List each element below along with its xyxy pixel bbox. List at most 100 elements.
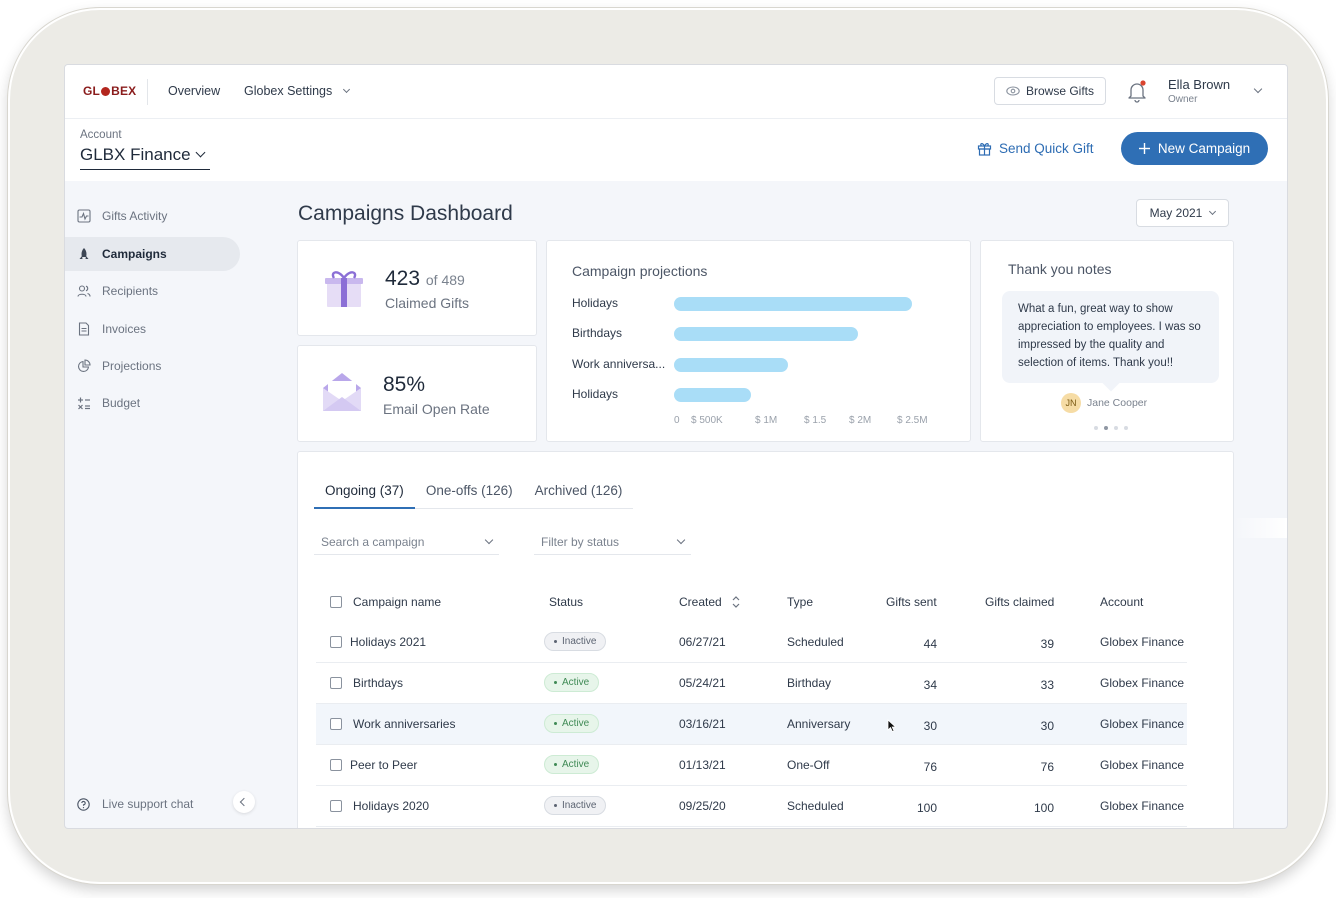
table-row[interactable]: Holidays 2020 Inactive 09/25/20 Scheduled 10… <box>316 786 1187 827</box>
tab-one-offs[interactable]: One-offs (126) <box>414 480 524 509</box>
carousel-dot[interactable] <box>1114 426 1118 430</box>
document-icon <box>78 322 90 336</box>
select-all-checkbox[interactable] <box>330 596 342 608</box>
send-quick-gift-button[interactable]: Send Quick Gift <box>977 141 1094 156</box>
sidebar-item-label: Budget <box>102 396 141 410</box>
page-title: Campaigns Dashboard <box>298 202 513 225</box>
header-account[interactable]: Account <box>1100 595 1144 609</box>
header-type[interactable]: Type <box>787 595 814 609</box>
campaign-name[interactable]: Holidays 2020 <box>353 799 430 813</box>
projection-bar[interactable] <box>674 327 858 341</box>
envelope-icon <box>323 373 361 411</box>
axis-tick-label: $ 2M <box>849 415 872 426</box>
gifts-claimed: 39 <box>1040 637 1054 651</box>
eye-icon <box>1006 86 1020 96</box>
row-checkbox[interactable] <box>330 677 342 689</box>
projection-bar[interactable] <box>674 388 751 402</box>
browse-gifts-button[interactable]: Browse Gifts <box>994 77 1106 105</box>
gifts-sent: 34 <box>923 678 937 692</box>
table-row[interactable]: Birthdays Active 05/24/21 Birthday 34 33 Globe… <box>316 663 1187 704</box>
open-rate-label: Email Open Rate <box>383 401 490 417</box>
campaign-type: Scheduled <box>787 635 844 649</box>
sidebar-item-label: Invoices <box>102 322 147 336</box>
projection-bar[interactable] <box>674 358 788 372</box>
sidebar-item-budget[interactable]: Budget <box>65 386 240 420</box>
sidebar-item-campaigns[interactable]: Campaigns <box>65 237 240 271</box>
status-filter-select[interactable]: Filter by status <box>534 529 691 555</box>
status-badge: Active <box>544 673 600 692</box>
row-checkbox[interactable] <box>330 718 342 730</box>
thank-you-title: Thank you notes <box>1008 261 1112 277</box>
carousel-dot[interactable] <box>1094 426 1098 430</box>
sidebar-item-recipients[interactable]: Recipients <box>65 274 240 308</box>
month-label: May 2021 <box>1149 206 1203 220</box>
carousel-dot-active[interactable] <box>1104 426 1108 430</box>
nav-overview[interactable]: Overview <box>168 84 221 98</box>
campaign-type: Scheduled <box>787 799 844 813</box>
activity-icon <box>77 209 91 223</box>
header-created[interactable]: Created <box>679 595 741 609</box>
axis-tick-label: $ 1M <box>755 415 778 426</box>
header-gifts-sent[interactable]: Gifts sent <box>886 595 937 609</box>
live-support-chat-link[interactable]: Live support chat <box>77 797 193 811</box>
sidebar: Gifts Activity Campaigns Recipients Invo… <box>65 181 280 828</box>
campaign-tabs: Ongoing (37) One-offs (126) Archived (12… <box>314 480 634 509</box>
campaign-name[interactable]: Peer to Peer <box>350 758 418 772</box>
header-campaign-name[interactable]: Campaign name <box>353 595 442 609</box>
campaign-name[interactable]: Holidays 2021 <box>350 635 427 649</box>
created-date: 01/13/21 <box>679 758 726 772</box>
axis-tick-label: 0 <box>674 415 680 426</box>
sidebar-item-projections[interactable]: Projections <box>65 349 240 383</box>
campaign-type: Anniversary <box>787 717 851 731</box>
header-gifts-claimed[interactable]: Gifts claimed <box>985 595 1055 609</box>
new-campaign-button[interactable]: New Campaign <box>1121 132 1268 165</box>
account-name: Globex Finance <box>1100 758 1185 772</box>
campaign-name[interactable]: Work anniversaries <box>353 717 456 731</box>
month-selector[interactable]: May 2021 <box>1136 199 1229 227</box>
user-name[interactable]: Ella Brown <box>1168 77 1231 92</box>
tab-ongoing[interactable]: Ongoing (37) <box>314 480 415 509</box>
status-dot <box>554 640 557 643</box>
status-badge: Inactive <box>544 632 607 651</box>
table-row[interactable]: Holidays 2021 Inactive 06/27/21 Scheduled 44… <box>316 622 1187 663</box>
projection-label: Holidays <box>572 296 619 310</box>
created-date: 09/25/20 <box>679 799 726 813</box>
sort-icon[interactable] <box>731 595 741 609</box>
divider <box>147 79 148 105</box>
collapse-sidebar-button[interactable] <box>233 791 255 813</box>
header-status[interactable]: Status <box>549 595 584 609</box>
rocket-icon <box>79 248 89 259</box>
email-open-rate-card: 85% Email Open Rate <box>297 345 537 442</box>
carousel-dots[interactable] <box>1094 426 1128 430</box>
claimed-gifts-value: 423 of 489 <box>385 267 465 291</box>
axis-tick-label: $ 500K <box>691 415 723 426</box>
claimed-count: 423 <box>385 267 421 290</box>
search-campaign-input[interactable]: Search a campaign <box>314 529 499 555</box>
background-highlight <box>1234 518 1287 538</box>
thank-you-author: Jane Cooper <box>1087 397 1148 409</box>
table-row[interactable]: Work anniversaries Active 03/16/21 Annivers… <box>316 704 1187 745</box>
globex-logo[interactable]: GL BEX <box>83 84 137 98</box>
status-dot <box>554 804 557 807</box>
app-screen: GL BEX Overview Globex Settings Browse Gi… <box>65 65 1287 828</box>
row-checkbox[interactable] <box>330 759 342 771</box>
created-date: 06/27/21 <box>679 635 726 649</box>
nav-globex-settings[interactable]: Globex Settings <box>244 84 350 98</box>
row-checkbox[interactable] <box>330 800 342 812</box>
tab-archived[interactable]: Archived (126) <box>523 480 634 509</box>
gift-box-icon <box>325 271 363 307</box>
table-row[interactable]: Peer to Peer Active 01/13/21 One-Off 76 76 Glo… <box>316 745 1187 786</box>
user-menu-chevron-icon[interactable] <box>1253 84 1263 94</box>
projection-label: Birthdays <box>572 326 623 340</box>
campaign-name[interactable]: Birthdays <box>353 676 404 690</box>
sidebar-item-invoices[interactable]: Invoices <box>65 312 240 346</box>
projections-title: Campaign projections <box>572 263 708 279</box>
carousel-dot[interactable] <box>1124 426 1128 430</box>
sidebar-item-gifts-activity[interactable]: Gifts Activity <box>65 199 240 233</box>
status-label: Inactive <box>562 800 597 811</box>
axis-tick-label: $ 2.5M <box>897 415 928 426</box>
account-selector[interactable]: GLBX Finance <box>80 145 210 170</box>
bell-icon[interactable] <box>1126 79 1148 103</box>
projection-bar[interactable] <box>674 297 912 311</box>
row-checkbox[interactable] <box>330 636 342 648</box>
